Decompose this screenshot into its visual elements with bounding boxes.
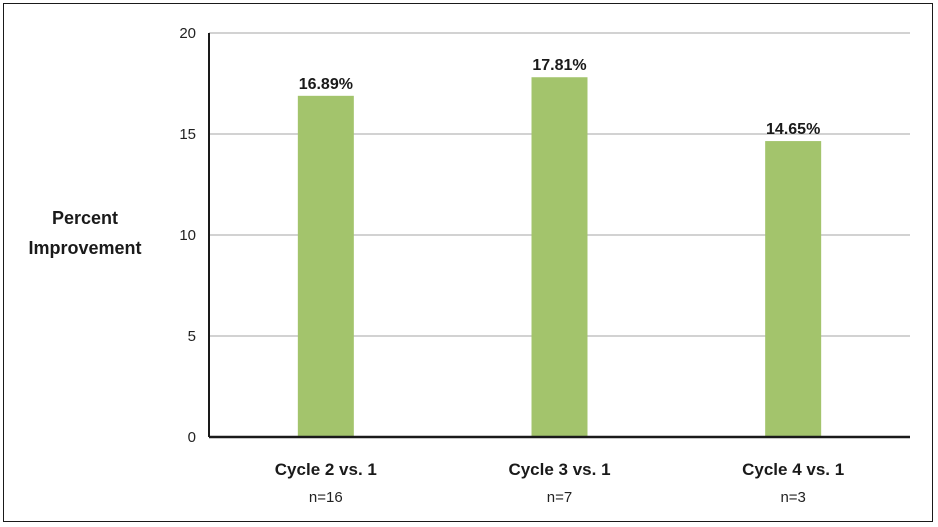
x-tick-label: Cycle 3 vs. 1	[508, 460, 610, 479]
data-label: 14.65%	[766, 121, 820, 138]
data-label: 17.81%	[532, 57, 586, 74]
bars	[297, 77, 822, 438]
x-tick-label: Cycle 2 vs. 1	[275, 460, 377, 479]
y-tick-label: 0	[188, 429, 196, 446]
y-tick-label: 15	[179, 126, 196, 143]
y-tick-label: 10	[179, 227, 196, 244]
chart-frame	[3, 3, 933, 522]
sample-size-label: n=16	[309, 489, 343, 506]
y-axis-label-line-2: Improvement	[28, 238, 141, 258]
x-tick-label: Cycle 4 vs. 1	[742, 460, 844, 479]
bar	[765, 141, 822, 437]
sample-size-label: n=7	[547, 489, 572, 506]
sample-size-label: n=3	[780, 489, 805, 506]
labels: Percent Improvement 0 5 10 15 20 16.89% Cycle …	[28, 25, 844, 506]
y-tick-label: 5	[188, 328, 196, 345]
axes	[208, 33, 910, 439]
y-tick-label: 20	[179, 25, 196, 42]
bar	[297, 95, 354, 438]
bar	[531, 77, 588, 437]
y-axis-label-line-1: Percent	[52, 208, 118, 228]
data-label: 16.89%	[299, 76, 353, 93]
